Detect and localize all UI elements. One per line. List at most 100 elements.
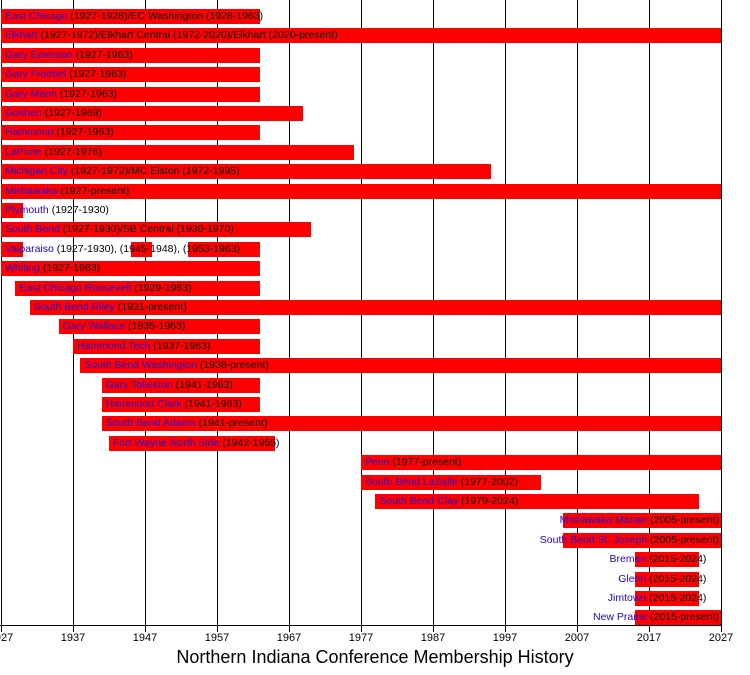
school-name-link[interactable]: Hammond	[5, 126, 54, 139]
membership-years-text: (1937-1963)	[150, 339, 211, 352]
axis-tick-label: 1977	[348, 632, 374, 644]
membership-bar-segment	[1, 125, 261, 141]
school-name-link[interactable]: Gary Emerson	[5, 48, 73, 61]
timeline-row: South Bend Adams (1941-present)	[0, 416, 750, 432]
decade-gridline	[1, 0, 2, 626]
membership-bar-segment	[634, 610, 721, 626]
school-name-link[interactable]: South Bend Washington	[84, 359, 198, 372]
axis-tick-label: 1987	[420, 632, 446, 644]
row-label: Gary Mann (1927-1963)	[5, 87, 117, 102]
row-label: East Chicago (1927-1928)/EC Washington (…	[5, 9, 263, 24]
school-name-link[interactable]: Fort Wayne North Side	[113, 436, 220, 449]
membership-years-text: (1927-1963)	[66, 68, 127, 81]
membership-years-text: (1927-1930)/SB Central (1930-1970)	[59, 223, 234, 236]
membership-years-text: (1935-1963)	[125, 320, 186, 333]
timeline-row: LaPorte (1927-1976)	[0, 144, 750, 160]
school-name-link[interactable]: Glenn	[618, 572, 647, 585]
membership-bar-segment	[73, 338, 261, 354]
school-name-link[interactable]: Gary Wallace	[62, 320, 126, 333]
school-name-link[interactable]: Mishawaka	[5, 184, 58, 197]
membership-bar-segment	[1, 222, 311, 238]
school-name-link[interactable]: Penn	[365, 456, 390, 469]
axis-tick	[145, 626, 146, 632]
membership-bar-segment	[1, 203, 23, 218]
timeline-row: Whiting (1927-1963)	[0, 261, 750, 277]
membership-years-text: (1927-1930)	[48, 204, 109, 216]
membership-years-text: (1938-present)	[197, 359, 269, 372]
timeline-row: South Bend (1927-1930)/SB Central (1930-…	[0, 222, 750, 238]
membership-bar-segment	[58, 319, 261, 335]
membership-bar-segment	[1, 241, 23, 257]
membership-bar-segment	[29, 300, 721, 315]
row-label: Gary Froebel (1927-1963)	[5, 67, 126, 82]
membership-years-text: (1927-1972)/MC Elston (1972-1995)	[68, 165, 240, 178]
school-name-link[interactable]: Michigan City	[5, 165, 69, 178]
membership-years-text: (1977-present)	[389, 456, 462, 469]
school-name-link[interactable]: Whiting	[5, 262, 41, 275]
school-name-link[interactable]: East Chicago Roosevelt	[19, 281, 132, 294]
school-name-link[interactable]: Gary Tolleston	[105, 378, 173, 391]
timeline-row: South Bend Washington (1938-present)	[0, 358, 750, 374]
school-name-link[interactable]: Jimtown	[607, 592, 647, 604]
school-name-link[interactable]: Mishawaka Marian	[559, 514, 648, 527]
school-name-link[interactable]: South Bend LaSalle	[365, 475, 458, 488]
school-name-link[interactable]: South Bend	[5, 223, 60, 236]
membership-years-text: (1927-1963)	[53, 126, 114, 139]
axis-tick	[217, 626, 218, 632]
membership-bar-segment	[1, 86, 261, 102]
membership-bar-segment	[634, 552, 700, 568]
timeline-row: Glenn (2015-2024)	[0, 571, 750, 587]
row-label: Gary Emerson (1927-1963)	[5, 48, 133, 63]
membership-bar-segment	[1, 67, 261, 83]
membership-bar-segment	[1, 144, 354, 160]
school-name-link[interactable]: South Bend Riley	[33, 301, 115, 313]
timeline-row: Mishawaka (1927-present)	[0, 183, 750, 199]
membership-years-text: (1941-present)	[195, 417, 268, 430]
membership-bar-segment	[1, 261, 261, 277]
timeline-row: Plymouth (1927-1930)	[0, 203, 750, 218]
school-name-link[interactable]: Gary Froebel	[5, 68, 67, 81]
school-name-link[interactable]: Plymouth	[5, 204, 49, 216]
membership-bar-segment	[1, 106, 304, 121]
school-name-link[interactable]: New Prairie	[592, 611, 648, 624]
axis-tick	[433, 626, 434, 632]
timeline-row: South Bend LaSalle (1977-2002)	[0, 474, 750, 490]
membership-bar-segment	[1, 28, 721, 44]
timeline-row: Hammond Clark (1941-1963)	[0, 397, 750, 412]
school-name-link[interactable]: LaPorte	[5, 145, 42, 158]
membership-years-text: (2015-2024)	[646, 592, 707, 604]
membership-bar-segment	[361, 455, 721, 471]
timeline-row: Gary Emerson (1927-1963)	[0, 47, 750, 63]
timeline-row: Gary Wallace (1935-1963)	[0, 319, 750, 335]
membership-bar-segment	[634, 571, 700, 587]
school-name-link[interactable]: Bremen	[609, 553, 647, 566]
school-name-link[interactable]: Hammond Tech	[77, 339, 151, 352]
chart-title: Northern Indiana Conference Membership H…	[176, 647, 574, 667]
timeline-row: Gary Tolleston (1941-1963)	[0, 377, 750, 393]
axis-tick	[1, 626, 2, 632]
axis-tick-label: 1947	[132, 632, 158, 644]
membership-years-text: (1927-1963)	[56, 87, 118, 100]
membership-bar-segment	[634, 591, 700, 606]
membership-years-text: (2005-present)	[647, 514, 719, 527]
membership-bar-segment	[101, 416, 721, 432]
school-name-link[interactable]: East Chicago	[5, 10, 68, 22]
membership-years-text: (2005-present)	[647, 533, 719, 546]
row-label: Gary Wallace (1935-1963)	[63, 319, 186, 334]
decade-gridline	[721, 0, 722, 626]
membership-bar-segment	[101, 397, 261, 412]
school-name-link[interactable]: South Bend Adams	[105, 417, 196, 430]
timeline-row: Goshen (1927-1969)	[0, 106, 750, 121]
school-name-link[interactable]: Goshen	[5, 107, 42, 119]
row-label: Michigan City (1927-1972)/MC Elston (197…	[5, 164, 240, 179]
school-name-link[interactable]: Elkhart	[5, 29, 38, 42]
membership-years-text: (1927-present)	[57, 184, 130, 197]
school-name-link[interactable]: Gary Mann	[5, 87, 57, 100]
row-label: Bremen (2015-2024)	[610, 552, 707, 567]
school-name-link[interactable]: Hammond Clark	[105, 398, 182, 410]
school-name-link[interactable]: South Bend Clay	[379, 495, 459, 507]
axis-tick-label: 2027	[708, 632, 734, 644]
row-label: East Chicago Roosevelt (1929-1963)	[19, 281, 191, 296]
school-name-link[interactable]: South Bend St. Joseph	[539, 533, 648, 546]
school-name-link[interactable]: Valparaiso	[5, 242, 54, 255]
